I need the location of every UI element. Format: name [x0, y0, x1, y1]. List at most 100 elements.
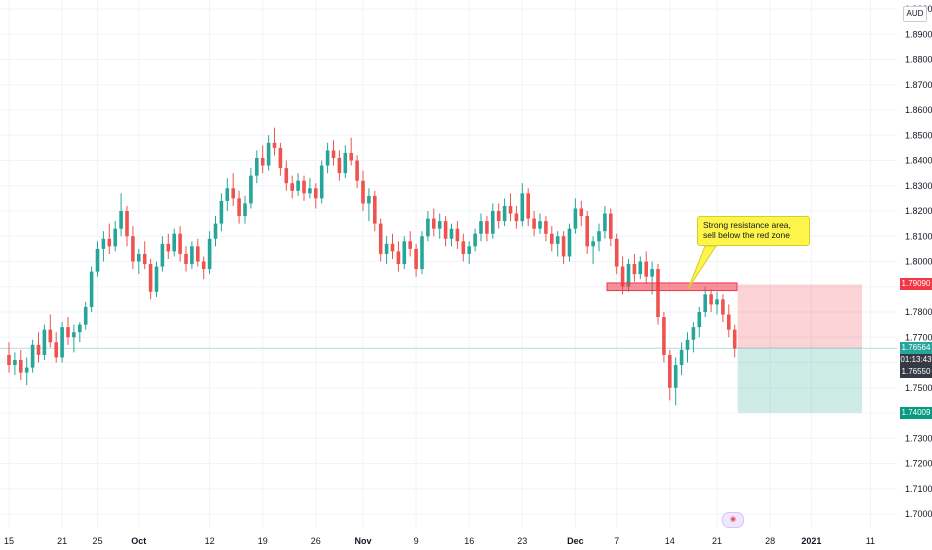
y-tick-label: 1.88000	[905, 55, 932, 65]
candle-body	[272, 142, 277, 148]
candle-body	[237, 198, 241, 217]
candle-body	[709, 294, 713, 305]
y-tick-label: 1.89000	[905, 29, 932, 39]
gridlines	[0, 0, 897, 528]
candle-body	[656, 269, 660, 318]
candle-body	[396, 251, 401, 265]
candle-body	[727, 314, 731, 330]
candle-body	[402, 241, 407, 265]
candle-body	[325, 150, 330, 166]
y-tick-label: 1.87000	[905, 80, 932, 90]
countdown-label: 01:13:43	[900, 354, 932, 367]
annotation-callout[interactable]: Strong resistance area, sell below the r…	[697, 216, 810, 246]
news-icon[interactable]: ◉	[722, 512, 744, 528]
candle-body	[113, 228, 117, 247]
x-tick-label: 15	[4, 536, 14, 546]
candle-body	[266, 142, 271, 166]
candle-body	[455, 228, 460, 242]
candle-body	[142, 253, 147, 265]
candle-body	[137, 253, 141, 262]
candle-body	[148, 264, 153, 292]
callout-pointer	[687, 245, 717, 290]
candle-body	[30, 344, 35, 368]
candle-body	[160, 243, 165, 267]
candle-body	[662, 317, 666, 355]
candle-body	[632, 264, 637, 275]
candle-body	[609, 213, 613, 239]
candle-body	[107, 238, 112, 247]
candle-body	[420, 236, 424, 270]
candle-body	[95, 248, 100, 272]
y-tick-label: 1.77000	[905, 332, 932, 342]
candle-body	[378, 223, 383, 254]
candle-body	[331, 150, 336, 158]
candle-body	[296, 180, 300, 191]
overlays	[606, 245, 738, 292]
candle-body	[166, 243, 171, 252]
x-tick-label: Nov	[354, 536, 371, 546]
candle-body	[579, 208, 584, 217]
y-tick-label: 1.84000	[905, 156, 932, 166]
y-tick-label: 1.71000	[905, 484, 932, 494]
candle-body	[715, 299, 719, 305]
candle-body	[591, 241, 595, 247]
candle-body	[184, 253, 188, 265]
candle-body	[496, 211, 501, 222]
candle-body	[24, 367, 29, 373]
x-tick-label: 25	[92, 536, 102, 546]
candle-body	[597, 231, 601, 242]
entry-price-label: 1.76564	[900, 342, 932, 355]
candle-body	[278, 147, 283, 169]
y-tick-label: 1.72000	[905, 459, 932, 469]
candle-body	[414, 248, 418, 270]
candle-body	[83, 306, 88, 325]
candle-body	[48, 329, 53, 343]
candle-body	[585, 216, 589, 247]
candle-body	[614, 238, 619, 267]
candle-body	[42, 329, 47, 355]
candle-body	[101, 238, 106, 249]
candle-body	[491, 211, 495, 234]
target-zone	[737, 348, 862, 413]
candle-body	[373, 195, 377, 224]
x-tick-label: 26	[311, 536, 321, 546]
candle-body	[532, 218, 536, 229]
candle-body	[508, 205, 513, 214]
candle-body	[255, 157, 259, 176]
y-tick-label: 1.73000	[905, 433, 932, 443]
x-tick-label: 21	[57, 536, 67, 546]
x-tick-label: 12	[205, 536, 215, 546]
currency-badge[interactable]: AUD	[903, 6, 927, 22]
candle-body	[308, 188, 312, 194]
candle-body	[467, 246, 471, 254]
candle-body	[555, 236, 560, 244]
candle-body	[732, 329, 737, 349]
candle-body	[201, 261, 206, 270]
candle-body	[567, 228, 572, 257]
stop-price-label: 1.79090	[900, 278, 932, 291]
candle-body	[119, 211, 123, 229]
candle-body	[60, 327, 64, 358]
candle-body	[520, 193, 525, 222]
candle-body	[703, 294, 707, 312]
candle-body	[432, 218, 436, 229]
candle-body	[691, 327, 696, 340]
candle-body	[249, 175, 253, 204]
candle-body	[538, 221, 542, 229]
x-tick-label: 14	[665, 536, 675, 546]
candle-body	[54, 342, 58, 358]
candle-body	[473, 233, 477, 247]
y-axis: 1.900001.890001.880001.870001.860001.850…	[905, 4, 932, 519]
candle-body	[196, 246, 200, 262]
candle-body	[125, 211, 129, 237]
x-axis: 15 21 25 Oct 12 19 26 Nov 9 16 23 Dec 7 14 21 28 2021 11	[4, 536, 875, 546]
resistance-zone	[606, 282, 738, 292]
candle-body	[284, 168, 289, 184]
y-tick-label: 1.70000	[905, 509, 932, 519]
candle-body	[36, 344, 41, 355]
candle-body	[131, 236, 135, 262]
y-tick-label: 1.83000	[905, 181, 932, 191]
x-tick-label: 28	[765, 536, 775, 546]
